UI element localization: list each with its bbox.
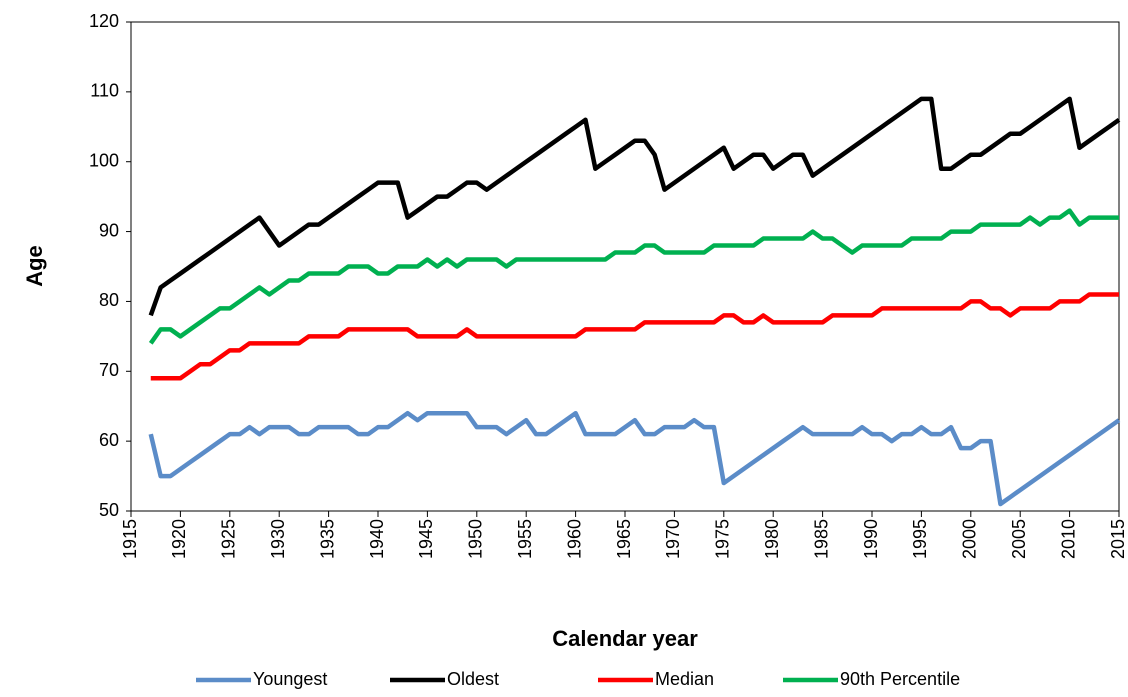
legend-label: 90th Percentile (840, 669, 960, 689)
x-tick-label: 1940 (367, 519, 387, 559)
x-tick-label: 1915 (120, 519, 140, 559)
legend-label: Youngest (253, 669, 327, 689)
series-line (148, 208, 1119, 345)
x-tick-label: 1985 (811, 519, 831, 559)
x-tick-label: 1960 (564, 519, 584, 559)
x-tick-label: 1920 (169, 519, 189, 559)
x-tick-label: 2000 (960, 519, 980, 559)
y-tick-label: 70 (99, 360, 119, 380)
y-tick-label: 100 (89, 150, 119, 170)
x-tick-label: 1995 (910, 519, 930, 559)
x-tick-label: 1955 (515, 519, 535, 559)
x-tick-label: 1975 (713, 519, 733, 559)
x-tick-label: 1930 (268, 519, 288, 559)
x-tick-label: 2010 (1058, 519, 1078, 559)
x-tick-label: 1950 (466, 519, 486, 559)
y-tick-label: 120 (89, 11, 119, 31)
x-tick-label: 1945 (416, 519, 436, 559)
series-line (148, 96, 1121, 317)
x-tick-label: 1990 (861, 519, 881, 559)
plot-frame (130, 21, 1120, 512)
x-tick-label: 1970 (663, 519, 683, 559)
y-tick-label: 60 (99, 430, 119, 450)
y-tick-label: 90 (99, 220, 119, 240)
x-tick-label: 2015 (1108, 519, 1128, 559)
y-tick-label: 80 (99, 290, 119, 310)
x-tick-label: 1965 (614, 519, 634, 559)
x-tick-label: 2005 (1009, 519, 1029, 559)
y-tick-label: 110 (90, 81, 119, 101)
y-axis-title: Age (22, 245, 47, 287)
legend-label: Oldest (447, 669, 499, 689)
x-tick-label: 1935 (317, 519, 337, 559)
x-tick-label: 1925 (219, 519, 239, 559)
legend-label: Median (655, 669, 714, 689)
y-tick-label: 50 (99, 500, 119, 520)
x-tick-label: 1980 (762, 519, 782, 559)
x-axis-title: Calendar year (552, 626, 698, 651)
series-line (150, 292, 1119, 381)
series-line (148, 410, 1121, 507)
